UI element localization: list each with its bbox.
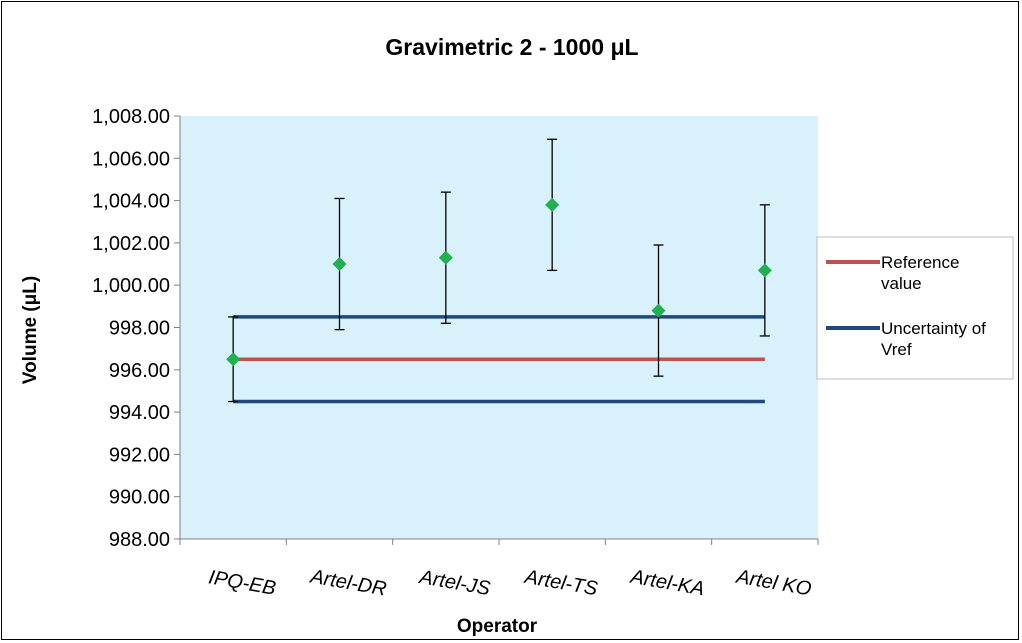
chart-title: Gravimetric 2 - 1000 μL <box>385 34 638 60</box>
y-tick-label: 1,004.00 <box>92 191 170 213</box>
x-tick-label: Artel-TS <box>522 566 600 601</box>
x-tick-label: Artel KO <box>734 566 813 601</box>
data-point <box>332 257 347 272</box>
y-tick-label: 1,002.00 <box>92 233 170 255</box>
y-tick-label: 1,006.00 <box>92 148 170 170</box>
plot-background <box>180 116 818 539</box>
x-tick-label: IPQ-EB <box>207 566 278 599</box>
x-tick-label: Artel-DR <box>308 565 388 600</box>
x-tick-label: Artel-JS <box>417 566 492 600</box>
y-axis-title: Volume (μL) <box>20 276 41 384</box>
data-point <box>651 303 666 318</box>
y-tick-label: 988.00 <box>109 529 170 551</box>
data-point <box>438 250 453 265</box>
y-tick-label: 996.00 <box>109 360 170 382</box>
y-tick-label: 1,008.00 <box>92 106 170 128</box>
data-point <box>757 263 772 278</box>
legend-label: Reference value <box>881 253 959 293</box>
y-tick-label: 990.00 <box>109 487 170 509</box>
y-tick-label: 992.00 <box>109 444 170 466</box>
data-point <box>545 197 560 212</box>
plot-area: 1,008.00 1,006.00 1,004.00 1,002.00 1,000.00… <box>92 106 819 601</box>
y-tick-label: 998.00 <box>109 318 170 340</box>
y-tick-label: 1,000.00 <box>92 275 170 297</box>
legend: Reference value Uncertainty of Vref <box>816 236 1014 380</box>
data-point <box>226 352 241 367</box>
y-tick-label: 994.00 <box>109 402 170 424</box>
x-tick-label: Artel-KA <box>628 566 706 601</box>
x-axis-title: Operator <box>457 616 538 637</box>
legend-label: Uncertainty of Vref <box>881 319 986 359</box>
